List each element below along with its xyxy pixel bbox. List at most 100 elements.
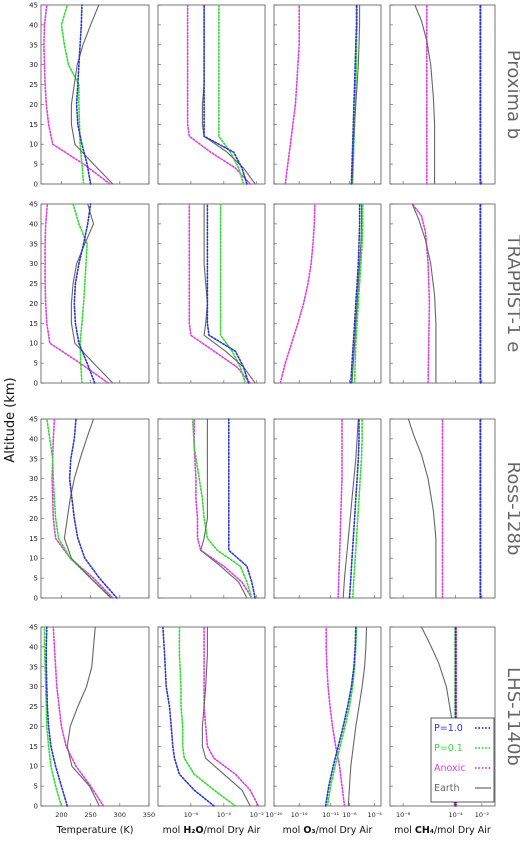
panel-frame bbox=[40, 626, 150, 807]
panel-frame bbox=[157, 4, 266, 185]
series-earth-line bbox=[66, 626, 100, 807]
y-tick-label: 25 bbox=[29, 495, 38, 503]
panel-frame bbox=[389, 4, 496, 185]
series-anoxic-line bbox=[43, 4, 111, 185]
panel-ross-128b-temperature bbox=[40, 418, 150, 599]
series-anoxic-line bbox=[186, 4, 251, 185]
y-tick-label: 15 bbox=[29, 121, 38, 129]
panel-proxima-b-temperature bbox=[40, 4, 150, 185]
panel-ross-128b-o3 bbox=[273, 418, 382, 599]
y-tick-label: 45 bbox=[29, 2, 38, 10]
y-tick-label: 20 bbox=[29, 515, 38, 523]
x-axis-labels: 200 250 300 350 Temperature (K) 10⁻⁶ 10⁻⁴ 10⁻² m… bbox=[55, 811, 491, 836]
x-tick-label: 10⁻²⁰ bbox=[266, 811, 283, 819]
panel-frame bbox=[40, 418, 150, 599]
series-p10-line bbox=[228, 418, 256, 599]
series-p01-line bbox=[351, 418, 363, 599]
panel-frame bbox=[273, 203, 382, 384]
y-tick-label: 20 bbox=[29, 300, 38, 308]
series-earth-line bbox=[342, 418, 359, 599]
y-tick-label: 5 bbox=[34, 783, 38, 791]
panel-trappist-1-e-temperature bbox=[40, 203, 150, 384]
series-anoxic-line bbox=[188, 203, 251, 384]
x-tick-label: 10⁻¹¹ bbox=[322, 811, 339, 819]
x-tick-label: 10⁻⁶ bbox=[184, 811, 199, 819]
row-label-trappist-1-e: TRAPPIST-1 e bbox=[503, 234, 520, 353]
y-tick-label: 15 bbox=[29, 535, 38, 543]
series-p10-line bbox=[206, 203, 250, 384]
series-earth-line bbox=[351, 203, 363, 384]
panel-frame bbox=[157, 418, 266, 599]
x-tick-label: 10⁻⁴ bbox=[368, 811, 383, 819]
panel-grid: 0 5 10 15 20 25 30 35 40 45 0 5 10 15 20 25 30 35 40 45 0 5 10… bbox=[29, 2, 520, 811]
y-tick-label: 45 bbox=[29, 201, 38, 209]
y-tick-label: 35 bbox=[29, 41, 38, 49]
series-p10-line bbox=[68, 418, 118, 599]
series-earth-line bbox=[414, 4, 436, 185]
x-tick-label: 250 bbox=[84, 811, 96, 819]
y-tick-label: 15 bbox=[29, 320, 38, 328]
x-tick-label: 10⁻⁴ bbox=[448, 811, 463, 819]
y-tick-label: 40 bbox=[29, 643, 38, 651]
series-p10-line bbox=[348, 418, 360, 599]
panel-frame bbox=[40, 203, 150, 384]
series-earth-line bbox=[63, 418, 112, 599]
y-tick-label: 40 bbox=[29, 220, 38, 228]
row-label-ross-128b: Ross-128b bbox=[503, 462, 520, 556]
series-p01-line bbox=[219, 203, 246, 384]
series-earth-line bbox=[347, 626, 368, 807]
panel-trappist-1-e-h2o bbox=[157, 203, 266, 384]
y-tick-label: 35 bbox=[29, 455, 38, 463]
panel-proxima-b-o3 bbox=[273, 4, 382, 185]
series-anoxic-line bbox=[279, 203, 316, 384]
y-tick-label: 25 bbox=[29, 703, 38, 711]
y-axis-label: Altitude (km) bbox=[3, 377, 18, 462]
y-tick-label: 30 bbox=[29, 61, 38, 69]
x-tick-label: 300 bbox=[114, 811, 126, 819]
y-tick-label: 30 bbox=[29, 475, 38, 483]
x-tick-label: 10⁻¹⁶ bbox=[291, 811, 308, 819]
panel-frame bbox=[273, 4, 382, 185]
panel-frame bbox=[157, 203, 266, 384]
series-p01-line bbox=[60, 4, 85, 185]
series-p01-line bbox=[43, 626, 63, 807]
y-tick-label: 20 bbox=[29, 723, 38, 731]
legend: P=1.0 P=0.1 Anoxic Earth bbox=[430, 717, 495, 803]
legend-label-anoxic: Anoxic bbox=[434, 763, 466, 774]
x-axis-label-o3: mol O₃/mol Dry Air bbox=[283, 825, 373, 836]
legend-label-p01: P=0.1 bbox=[434, 743, 463, 754]
series-p10-line bbox=[162, 626, 215, 807]
x-tick-label: 10⁻⁸ bbox=[342, 811, 357, 819]
x-tick-label: 10⁻⁴ bbox=[217, 811, 232, 819]
y-tick-label: 5 bbox=[34, 161, 38, 169]
panel-frame bbox=[273, 626, 382, 807]
y-tick-label: 40 bbox=[29, 435, 38, 443]
y-tick-label: 5 bbox=[34, 575, 38, 583]
y-tick-label: 10 bbox=[29, 763, 38, 771]
panel-frame bbox=[157, 626, 266, 807]
series-p10-line bbox=[350, 4, 358, 185]
series-anoxic-line bbox=[337, 418, 343, 599]
series-p10-line bbox=[45, 626, 69, 807]
y-tick-label: 25 bbox=[29, 280, 38, 288]
x-axis-label-h2o: mol H₂O/mol Dry Air bbox=[163, 825, 261, 836]
panel-frame bbox=[389, 203, 496, 384]
series-earth-line bbox=[70, 203, 114, 384]
panel-trappist-1-e-ch4 bbox=[389, 203, 496, 384]
y-tick-label: 45 bbox=[29, 624, 38, 632]
series-p10-line bbox=[324, 626, 357, 807]
x-tick-label: 350 bbox=[143, 811, 155, 819]
y-tick-label: 45 bbox=[29, 416, 38, 424]
series-p01-line bbox=[353, 203, 364, 384]
series-earth-line bbox=[201, 626, 251, 807]
series-anoxic-line bbox=[52, 626, 105, 807]
x-tick-label: 10⁻⁸ bbox=[396, 811, 411, 819]
y-tick-label: 0 bbox=[34, 803, 38, 811]
panel-ross-128b-ch4 bbox=[389, 418, 496, 599]
y-tick-label: 0 bbox=[34, 181, 38, 189]
x-tick-label: 200 bbox=[55, 811, 67, 819]
y-tick-label: 35 bbox=[29, 240, 38, 248]
legend-label-earth: Earth bbox=[434, 783, 459, 794]
series-p01-line bbox=[218, 4, 245, 185]
